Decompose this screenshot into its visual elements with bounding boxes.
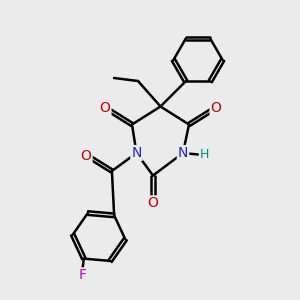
Text: O: O [100, 101, 110, 115]
Text: H: H [200, 148, 209, 161]
Text: O: O [148, 196, 158, 210]
Text: O: O [81, 149, 92, 163]
Text: F: F [78, 268, 86, 282]
Text: N: N [178, 146, 188, 160]
Text: N: N [131, 146, 142, 160]
Text: O: O [211, 101, 221, 115]
